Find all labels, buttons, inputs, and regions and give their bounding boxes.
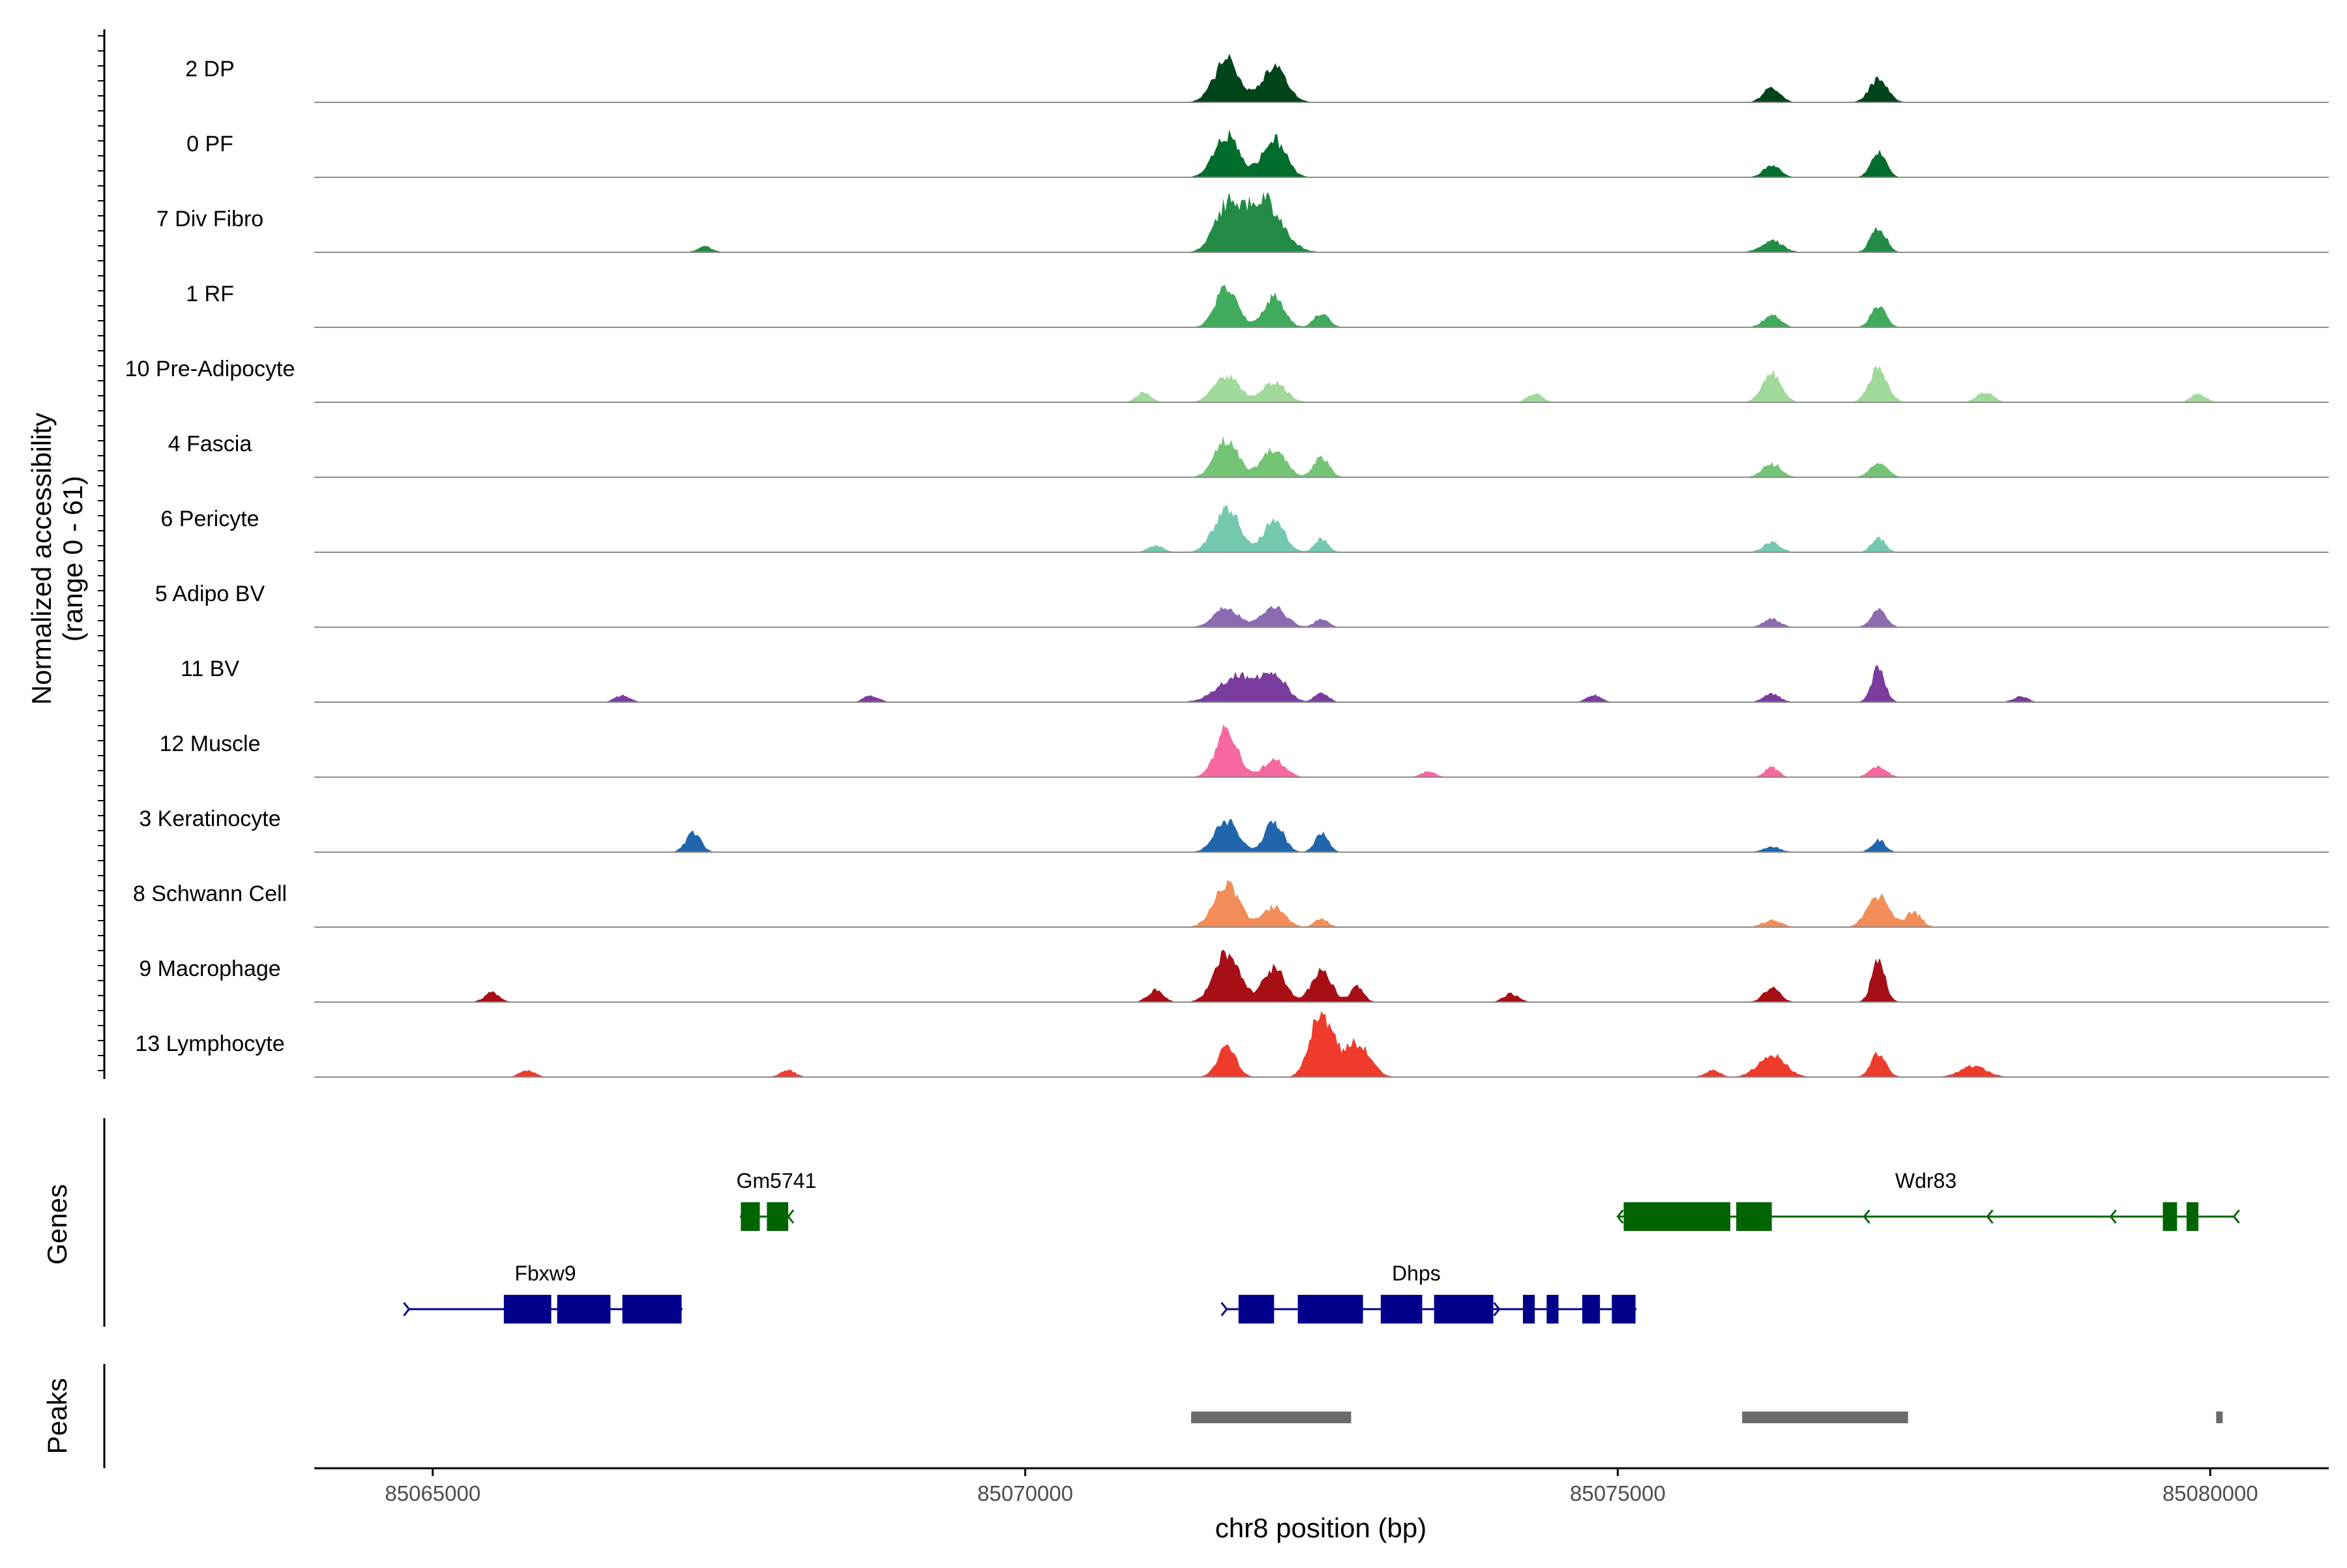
track-9-label: 11 BV (181, 657, 239, 681)
track-8-label: 5 Adipo BV (155, 582, 265, 606)
track-9-signal (432, 665, 2234, 702)
strand-arrow-icon (787, 1209, 795, 1224)
gene-dhps-exon (1380, 1295, 1423, 1324)
track-4: 1 RF (186, 282, 2329, 328)
y-axis-title-line1: Normalized accessibility (26, 413, 57, 705)
peaks-panel (1191, 1412, 2223, 1423)
gene-fbxw9-exon (622, 1295, 682, 1324)
track-7-label: 6 Pericyte (160, 507, 259, 531)
strand-arrow-icon (403, 1302, 411, 1316)
track-5-signal (432, 366, 2234, 402)
gene-gm5741: Gm5741 (737, 1169, 817, 1231)
x-tick-label: 85065000 (385, 1481, 480, 1505)
track-4-signal (432, 285, 2234, 327)
gene-dhps-exon (1523, 1295, 1535, 1324)
track-11: 3 Keratinocyte (139, 806, 2329, 853)
track-13: 9 Macrophage (139, 949, 2329, 1003)
accessibility-tracks: 2 DP 0 PF 7 Div Fibro 1 RF 10 Pre-Adipocyte 4… (125, 53, 2329, 1078)
gene-fbxw9-exon (557, 1295, 611, 1324)
track-6: 4 Fascia (168, 432, 2329, 478)
x-axis-title: chr8 position (bp) (1215, 1513, 1427, 1543)
track-3-signal (432, 192, 2234, 252)
track-3-label: 7 Div Fibro (156, 207, 263, 231)
gene-wdr83-exon (2186, 1202, 2199, 1231)
gene-wdr83-exon (1623, 1202, 1731, 1231)
track-12-signal (432, 880, 2234, 927)
gene-dhps-label: Dhps (1392, 1262, 1441, 1285)
gene-wdr83: Wdr83 (1616, 1169, 2240, 1231)
track-1-signal (432, 53, 2234, 102)
peak-2 (1742, 1412, 1908, 1423)
track-7: 6 Pericyte (160, 505, 2329, 553)
track-2-label: 0 PF (186, 132, 233, 156)
strand-arrow-icon (1616, 1209, 1624, 1224)
track-7-signal (432, 505, 2234, 552)
track-6-signal (432, 436, 2234, 477)
x-tick-label: 85070000 (977, 1481, 1073, 1505)
gene-wdr83-exon (1736, 1202, 1772, 1231)
track-2: 0 PF (186, 129, 2329, 178)
track-14-signal (432, 1011, 2234, 1077)
track-5-label: 10 Pre-Adipocyte (125, 357, 295, 381)
gene-wdr83-label: Wdr83 (1895, 1169, 1956, 1192)
track-2-signal (432, 129, 2234, 177)
peak-3 (2216, 1412, 2223, 1423)
x-tick-label: 85075000 (1570, 1481, 1666, 1505)
gene-fbxw9-label: Fbxw9 (514, 1262, 576, 1285)
track-1-label: 2 DP (185, 57, 235, 81)
track-4-label: 1 RF (186, 282, 234, 306)
genes-panel: Gm5741 Wdr83 Fbxw9 Dhps (403, 1169, 2240, 1324)
track-14-label: 13 Lymphocyte (135, 1031, 284, 1056)
gene-dhps: Dhps (1220, 1262, 1637, 1324)
track-8-signal (432, 606, 2234, 627)
track-3: 7 Div Fibro (156, 192, 2329, 253)
gene-wdr83-exon (2162, 1202, 2177, 1231)
left-axis (98, 29, 106, 1468)
track-9: 11 BV (181, 657, 2329, 703)
gene-dhps-exon (1612, 1295, 1636, 1324)
gene-gm5741-exon (741, 1202, 760, 1231)
gene-fbxw9-exon (503, 1295, 552, 1324)
gene-dhps-exon (1546, 1295, 1559, 1324)
peaks-panel-title: Peaks (42, 1378, 72, 1455)
track-5: 10 Pre-Adipocyte (125, 357, 2329, 403)
track-10-label: 12 Muscle (160, 732, 261, 756)
strand-arrow-icon (1220, 1302, 1228, 1316)
gene-dhps-exon (1434, 1295, 1494, 1324)
track-11-label: 3 Keratinocyte (139, 806, 280, 831)
x-axis: 85065000 85070000 85075000 85080000 (314, 1467, 2329, 1505)
strand-arrow-icon (2109, 1209, 2117, 1224)
track-11-signal (432, 818, 2234, 852)
gene-dhps-exon (1238, 1295, 1275, 1324)
track-12: 8 Schwann Cell (133, 880, 2329, 928)
x-tick-label: 85080000 (2162, 1481, 2258, 1505)
gene-gm5741-exon (767, 1202, 789, 1231)
track-10: 12 Muscle (160, 724, 2329, 778)
track-13-label: 9 Macrophage (139, 956, 280, 981)
track-14: 13 Lymphocyte (135, 1011, 2329, 1078)
gene-dhps-exon (1297, 1295, 1363, 1324)
gene-gm5741-label: Gm5741 (737, 1169, 817, 1192)
track-13-signal (432, 949, 2234, 1002)
gene-dhps-exon (1582, 1295, 1601, 1324)
strand-arrow-icon (1493, 1302, 1501, 1316)
y-axis-title-line2: (range 0 - 61) (57, 476, 88, 642)
strand-arrow-icon (2232, 1209, 2240, 1224)
gene-fbxw9: Fbxw9 (403, 1262, 683, 1324)
strand-arrow-icon (1863, 1209, 1870, 1224)
track-6-label: 4 Fascia (168, 432, 252, 456)
genes-panel-title: Genes (42, 1184, 72, 1265)
track-10-signal (432, 724, 2234, 777)
strand-arrow-icon (1986, 1209, 1994, 1224)
track-1: 2 DP (185, 53, 2329, 103)
peak-1 (1191, 1412, 1351, 1423)
track-8: 5 Adipo BV (155, 582, 2329, 628)
track-12-label: 8 Schwann Cell (133, 881, 287, 906)
